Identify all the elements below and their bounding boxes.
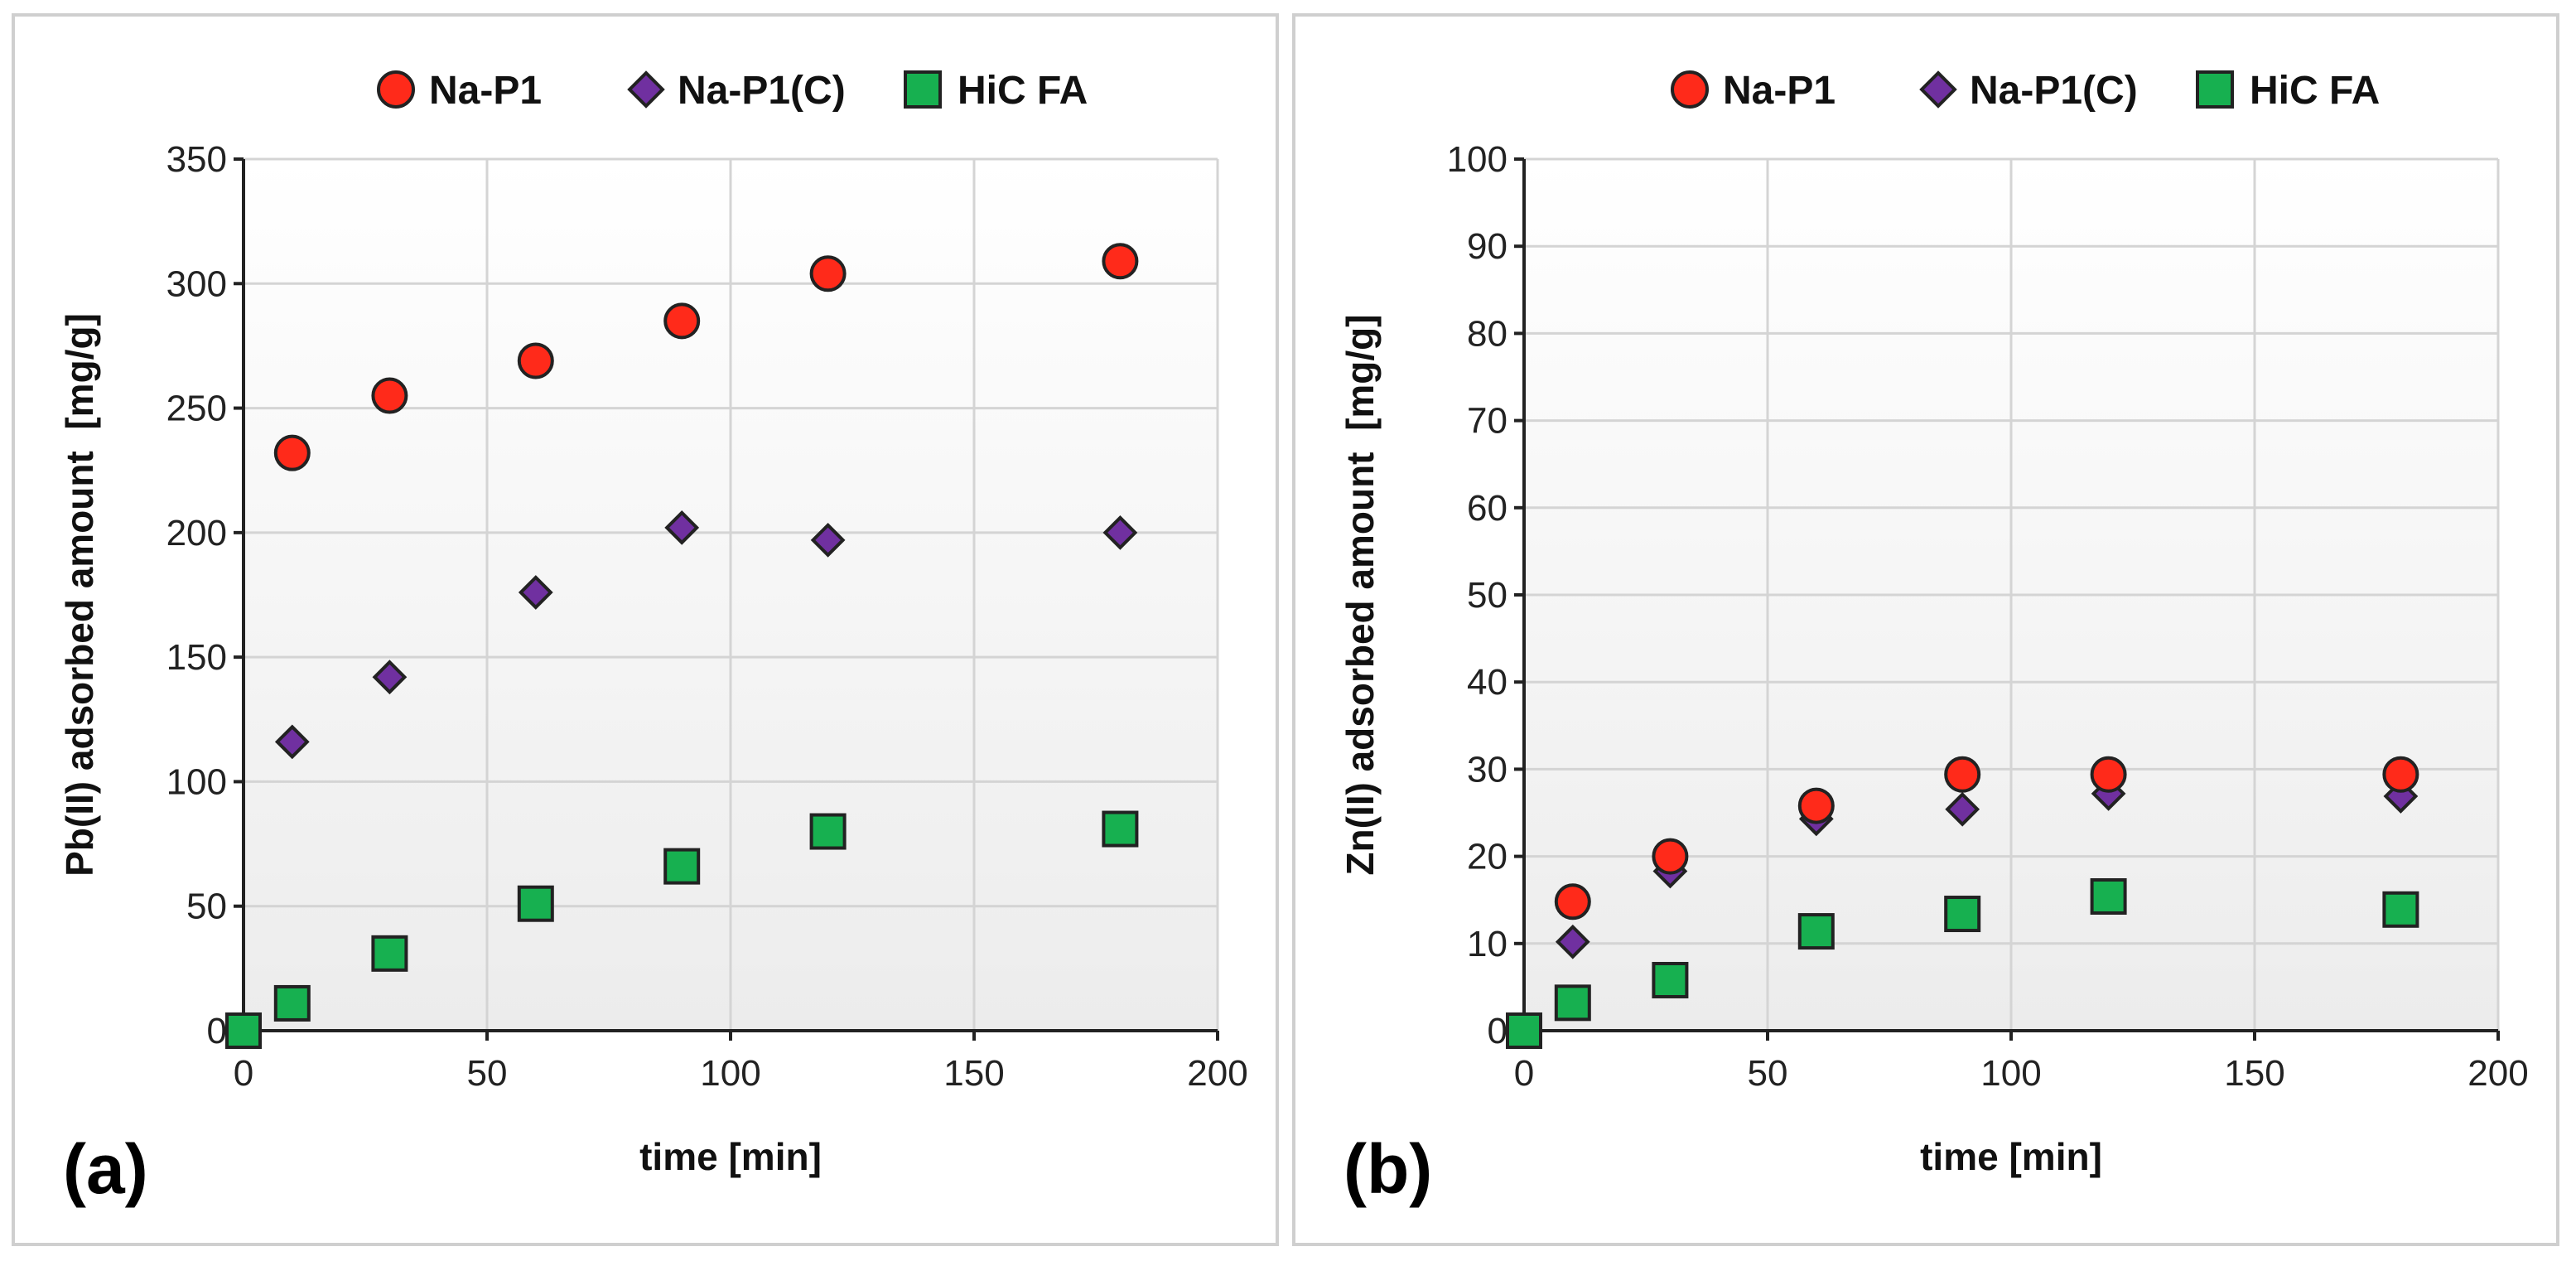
data-point-circle [2382,756,2419,793]
legend-marker-circle [377,70,415,109]
legend-label: Na-P1(C) [678,69,846,113]
chart-panel-a: 0 50 100 150 200 250 300 350 0 50 100 150 200 time [m… [12,13,1279,1246]
x-tick-label: 200 [2467,1053,2528,1094]
data-point-circle [371,377,408,414]
y-tick-label: 40 [1467,662,1507,703]
data-point-circle [1652,838,1689,875]
data-point-square [2382,891,2419,928]
data-point-square [273,984,311,1022]
series-na-p1-c- [274,510,1138,760]
data-point-square [1944,896,1981,933]
gridlines [244,157,1219,1032]
data-point-diamond [1555,924,1590,959]
data-point-square [1797,913,1835,950]
y-tick-label: 60 [1467,488,1507,529]
panel-label: (b) [1343,1130,1432,1208]
chart-panel-b: 0 10 20 30 40 50 60 70 80 90 100 0 50 100 150 200 time [… [1292,13,2559,1246]
series-hic-fa [1506,877,2419,1049]
y-tick-label: 100 [166,761,227,802]
legend-marker-diamond [627,70,665,109]
data-point-diamond [810,522,846,558]
data-point-square [2090,877,2127,915]
y-tick-label: 50 [1467,575,1507,616]
x-axis-title: time [min] [639,1135,822,1178]
y-tick-label: 150 [166,637,227,678]
data-point-circle [273,434,311,471]
panel-label: (a) [63,1130,148,1208]
data-point-diamond [518,575,553,610]
legend-marker-diamond [1919,70,1957,109]
y-tick-label: 350 [166,139,227,180]
data-point-square [1506,1012,1542,1049]
legend-label: HiC FA [2250,69,2380,113]
y-tick-label: 80 [1467,313,1507,354]
x-tick-label: 200 [1187,1053,1247,1094]
data-point-diamond [1945,791,1980,827]
y-tick-label: 20 [1467,837,1507,877]
x-tick-label: 150 [2224,1053,2284,1094]
legend-label: Na-P1 [429,69,542,113]
y-tick-label: 0 [207,1011,227,1051]
legend-marker-square [904,70,942,109]
legend-label: Na-P1 [1723,69,1836,113]
series-hic-fa [225,810,1139,1049]
x-axis-title: time [min] [1920,1135,2102,1178]
data-point-diamond [372,660,408,695]
data-point-diamond [664,510,700,545]
data-point-circle [809,255,847,292]
y-axis-title: Pb(II) adsorbed amount [mg/g] [58,313,101,877]
series-na-p1 [1554,756,2419,921]
legend: Na-P1 Na-P1(C) HiC FA [1671,69,2380,113]
x-tick-label: 100 [1980,1053,2041,1094]
x-tick-label: 0 [1514,1053,1534,1094]
y-tick-label: 100 [1447,139,1507,180]
data-point-square [517,885,554,922]
data-point-square [1102,810,1139,848]
legend: Na-P1 Na-P1(C) HiC FA [377,69,1088,113]
data-point-square [1554,984,1591,1022]
chart-b-svg: 0 10 20 30 40 50 60 70 80 90 100 0 50 100 150 200 time [… [1339,69,2529,1208]
y-tick-label: 10 [1467,924,1507,964]
data-point-circle [1102,243,1139,280]
data-point-circle [1944,756,1981,793]
y-tick-label: 0 [1488,1011,1507,1051]
data-point-circle [1554,883,1591,921]
data-point-diamond [1102,515,1138,550]
y-tick-label: 250 [166,389,227,429]
legend-marker-circle [1671,70,1709,109]
data-point-square [225,1012,262,1049]
x-tick-label: 0 [234,1053,253,1094]
data-point-circle [1797,787,1835,824]
legend-marker-square [2196,70,2234,109]
data-point-circle [517,342,554,379]
data-point-square [1652,961,1689,998]
x-tick-label: 100 [700,1053,760,1094]
data-point-circle [2090,756,2127,793]
y-tick-label: 70 [1467,401,1507,442]
legend-label: HiC FA [958,69,1088,113]
y-axis-title: Zn(II) adsorbed amount [mg/g] [1339,314,1382,875]
y-tick-label: 90 [1467,226,1507,267]
x-tick-label: 150 [943,1053,1004,1094]
x-tick-label: 50 [467,1053,508,1094]
series-na-p1 [273,243,1139,471]
chart-a-svg: 0 50 100 150 200 250 300 350 0 50 100 150 200 time [m… [58,69,1248,1208]
data-point-circle [663,302,701,340]
y-tick-label: 50 [186,887,227,927]
x-tick-label: 50 [1748,1053,1788,1094]
data-point-square [809,813,847,850]
data-point-diamond [274,724,310,760]
y-tick-label: 200 [166,513,227,553]
y-tick-label: 30 [1467,749,1507,790]
data-point-square [663,848,701,885]
y-tick-label: 300 [166,263,227,304]
legend-label: Na-P1(C) [1970,69,2138,113]
data-point-square [371,935,408,972]
